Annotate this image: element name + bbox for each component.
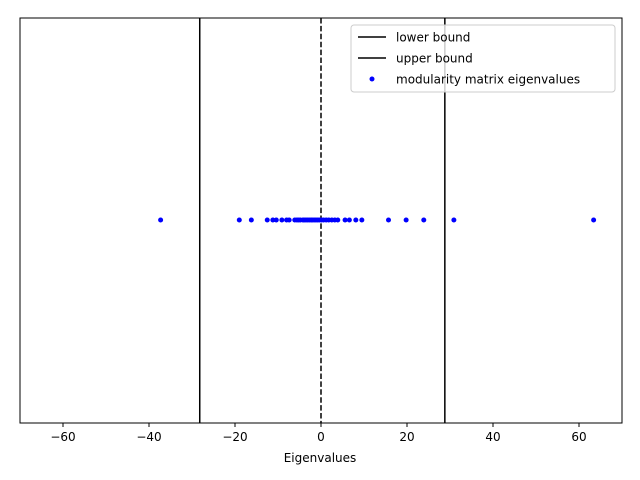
x-tick-label: 20 — [399, 430, 414, 444]
eigenvalue-point — [353, 217, 359, 223]
eigenvalue-point — [346, 217, 352, 223]
eigenvalue-point — [248, 217, 254, 223]
eigenvalue-point — [403, 217, 409, 223]
eigenvalue-point — [335, 217, 341, 223]
legend-label-eigenvalues: modularity matrix eigenvalues — [396, 73, 580, 87]
eigenvalue-point — [264, 217, 270, 223]
eigenvalue-point — [273, 217, 279, 223]
legend-label-upper-bound: upper bound — [396, 52, 473, 66]
x-tick-label: −40 — [136, 430, 161, 444]
x-tick-label: 40 — [485, 430, 500, 444]
eigenvalue-point — [421, 217, 427, 223]
x-tick-label: −60 — [50, 430, 75, 444]
x-tick-label: 0 — [317, 430, 325, 444]
eigenvalue-point — [451, 217, 457, 223]
legend-box — [350, 24, 616, 93]
x-axis-label: Eigenvalues — [284, 451, 357, 465]
eigenvalue-point — [279, 217, 285, 223]
eigenvalue-point — [158, 217, 164, 223]
eigenvalue-point — [270, 217, 276, 223]
eigenvalue-point — [386, 217, 392, 223]
eigenvalue-point — [591, 217, 597, 223]
eigenvalue-point — [286, 217, 292, 223]
eigenvalue-point — [359, 217, 365, 223]
legend-marker-eigenvalues — [369, 76, 375, 82]
x-tick-label: 60 — [571, 430, 586, 444]
eigenvalue-point — [342, 217, 348, 223]
x-tick-label: −20 — [222, 430, 247, 444]
eigenvalue-point — [236, 217, 242, 223]
x-axis-ticks: −60 −40 −20 0 20 40 60 — [50, 423, 587, 444]
legend: lower bound upper bound modularity matri… — [350, 24, 616, 93]
legend-label-lower-bound: lower bound — [396, 31, 470, 45]
